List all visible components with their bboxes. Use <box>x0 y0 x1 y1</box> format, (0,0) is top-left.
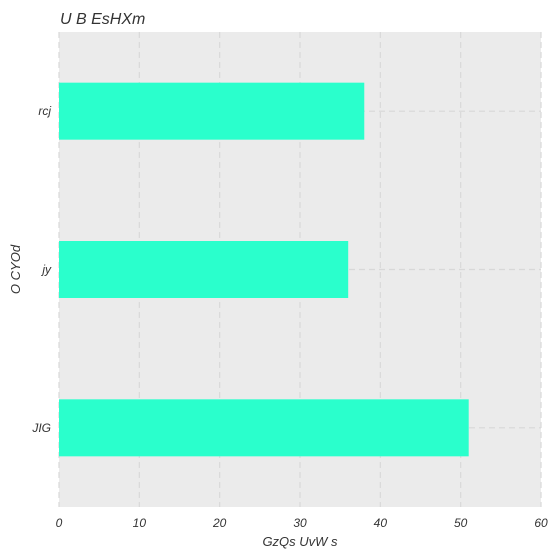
bar-jy <box>59 241 349 298</box>
y-tick-label: JIG <box>31 421 51 435</box>
y-tick-label: rcj <box>38 104 51 118</box>
bars <box>59 82 469 457</box>
x-tick-label: 40 <box>374 516 388 530</box>
bar-rcj <box>59 82 365 140</box>
bar-jig <box>59 399 469 457</box>
x-axis-ticks: 0 10 20 30 40 50 60 <box>56 516 548 530</box>
x-tick-label: 50 <box>454 516 468 530</box>
y-axis-label: O CYOd <box>8 244 23 294</box>
x-tick-label: 20 <box>212 516 227 530</box>
y-tick-label: jy <box>40 263 52 277</box>
y-axis-ticks: rcj jy JIG <box>31 104 52 435</box>
x-tick-label: 10 <box>133 516 147 530</box>
x-tick-label: 60 <box>534 516 548 530</box>
x-tick-label: 30 <box>293 516 307 530</box>
chart-title: U B EsHXm <box>60 11 145 28</box>
x-axis-label: GzQs UvW s <box>262 534 338 549</box>
x-tick-label: 0 <box>56 516 63 530</box>
